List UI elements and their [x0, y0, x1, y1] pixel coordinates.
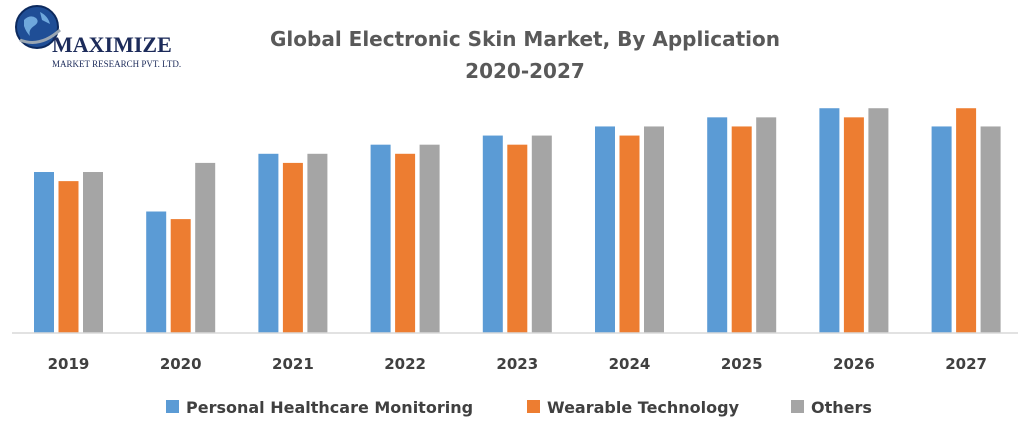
x-tick-2027: 2027: [945, 355, 987, 373]
chart-title: Global Electronic Skin Market, By Applic…: [270, 27, 780, 51]
bar-personal-healthcare-monitoring-2023: [482, 135, 503, 333]
bar-wearable-technology-2020: [170, 219, 191, 333]
bar-personal-healthcare-monitoring-2020: [146, 211, 167, 333]
bar-others-2024: [644, 126, 664, 333]
bar-wearable-technology-2023: [507, 144, 528, 333]
legend: Personal Healthcare Monitoring Wearable …: [166, 398, 872, 417]
chart-subtitle: 2020-2027: [465, 59, 585, 83]
bar-wearable-technology-2022: [395, 153, 416, 333]
bar-personal-healthcare-monitoring-2019: [34, 172, 54, 333]
x-tick-2019: 2019: [48, 355, 90, 373]
legend-label-others: Others: [811, 398, 872, 417]
bar-others-2025: [756, 117, 777, 334]
legend-swatch-others: [791, 400, 804, 413]
x-tick-2020: 2020: [160, 355, 202, 373]
bar-wearable-technology-2019: [58, 181, 79, 333]
company-logo: MAXIMIZE MARKET RESEARCH PVT. LTD.: [15, 5, 181, 69]
legend-swatch-personal-healthcare: [166, 400, 179, 413]
bar-wearable-technology-2025: [731, 126, 752, 333]
bar-others-2027: [980, 126, 1001, 333]
x-tick-2023: 2023: [496, 355, 538, 373]
bar-wearable-technology-2021: [282, 162, 303, 333]
bar-wearable-technology-2027: [956, 108, 977, 333]
x-tick-2021: 2021: [272, 355, 314, 373]
bar-personal-healthcare-monitoring-2026: [819, 108, 840, 333]
x-tick-2026: 2026: [833, 355, 875, 373]
bar-others-2021: [307, 153, 328, 333]
legend-label-personal-healthcare: Personal Healthcare Monitoring: [186, 398, 473, 417]
logo-name: MAXIMIZE: [52, 32, 172, 57]
x-tick-2024: 2024: [609, 355, 651, 373]
bar-wearable-technology-2024: [619, 135, 640, 333]
bar-others-2026: [868, 108, 889, 333]
bar-others-2022: [419, 144, 440, 333]
bar-wearable-technology-2026: [843, 117, 864, 334]
bar-others-2023: [531, 135, 552, 333]
bar-personal-healthcare-monitoring-2021: [258, 153, 279, 333]
legend-label-wearable-technology: Wearable Technology: [547, 398, 740, 417]
bar-personal-healthcare-monitoring-2027: [931, 126, 952, 333]
legend-swatch-wearable-technology: [527, 400, 540, 413]
logo-subtitle: MARKET RESEARCH PVT. LTD.: [52, 59, 181, 69]
bar-personal-healthcare-monitoring-2022: [370, 144, 391, 333]
globe-icon: [15, 5, 62, 49]
bar-others-2019: [83, 172, 103, 333]
x-tick-2022: 2022: [384, 355, 426, 373]
bar-personal-healthcare-monitoring-2025: [707, 117, 728, 334]
bar-others-2020: [195, 162, 216, 333]
bars-group: [34, 108, 1001, 334]
bar-personal-healthcare-monitoring-2024: [595, 126, 615, 333]
x-tick-labels: 2019 2020 2021 2022 2023 2024 2025 2026 2027: [48, 355, 987, 373]
x-tick-2025: 2025: [721, 355, 763, 373]
